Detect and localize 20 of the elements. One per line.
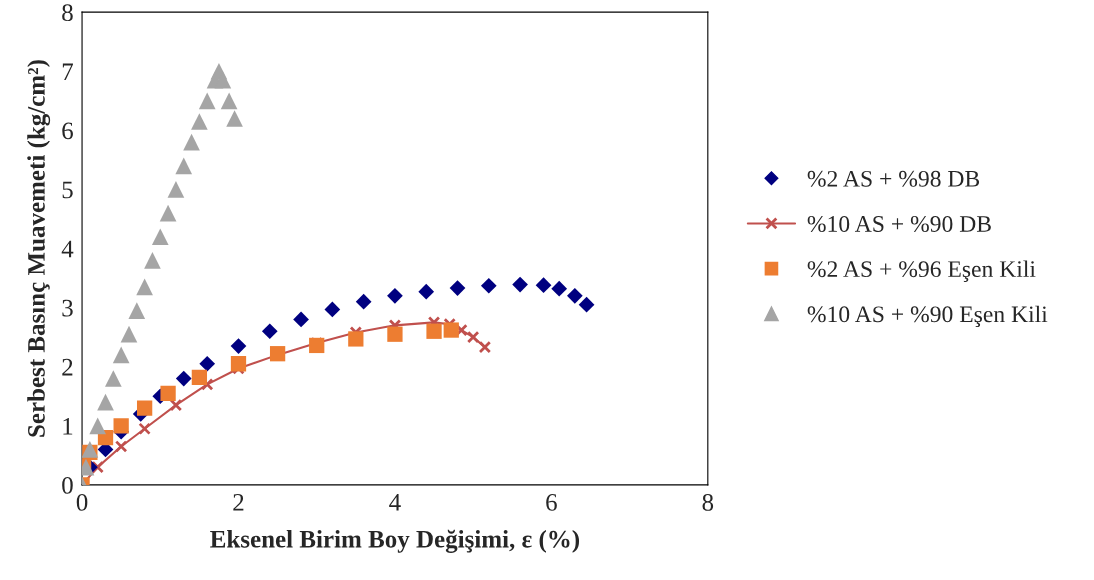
- y-tick-label: 7: [62, 63, 73, 80]
- x-tick-label: 6: [546, 494, 557, 511]
- y-tick-label: 8: [62, 4, 73, 22]
- y-axis-title: Serbest Basınç Muavemeti (kg/cm²): [27, 60, 51, 437]
- legend-label: %2 AS + %96 Eşen Kili: [807, 260, 1036, 282]
- y-tick-label: 4: [61, 240, 74, 258]
- legend-label: %2 AS + %98 DB: [807, 170, 980, 187]
- x-tick-label: 4: [389, 494, 401, 511]
- x-tick-label: 0: [76, 493, 88, 511]
- y-tick-label: 0: [62, 476, 73, 494]
- y-tick-label: 6: [62, 122, 73, 140]
- y-tick-label: 1: [63, 417, 73, 435]
- y-tick-label: 5: [62, 181, 73, 199]
- x-tick-label: 8: [702, 493, 714, 511]
- x-tick-label: 2: [233, 494, 244, 511]
- x-axis-title: Eksenel Birim Boy Değişimi, ε (%): [210, 529, 580, 553]
- legend-label: %10 AS + %90 DB: [807, 215, 991, 233]
- legend-label: %10 AS + %90 Eşen Kili: [807, 305, 1048, 328]
- y-tick-label: 3: [62, 299, 73, 317]
- y-tick-label: 2: [62, 358, 73, 376]
